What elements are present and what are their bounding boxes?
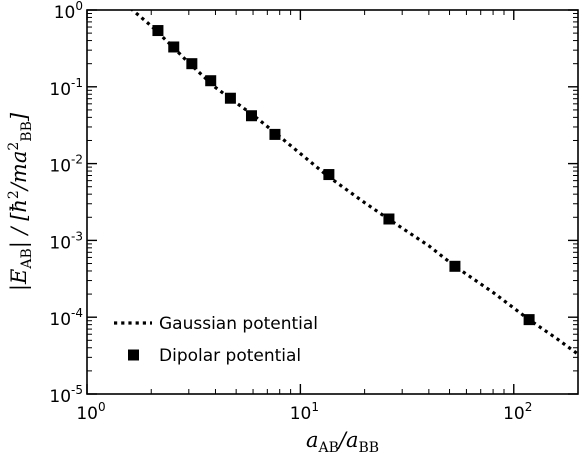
data-point-dipolar (152, 25, 164, 37)
data-point-dipolar (205, 75, 217, 87)
series-line-gaussian (130, 10, 578, 356)
y-tick-label: 10-2 (49, 153, 83, 177)
plot-frame (86, 9, 579, 395)
x-tick-label: 100 (76, 400, 105, 424)
y-axis-label: |EAB| / [ħ2/ma2BB] (6, 112, 35, 291)
x-axis-label: aAB/aBB (306, 428, 379, 455)
legend: Gaussian potential Dipolar potential (114, 314, 318, 366)
data-point-dipolar (269, 128, 281, 140)
series-marks (130, 10, 578, 356)
data-point-dipolar (168, 41, 180, 53)
y-tick-label: 10-3 (49, 229, 83, 253)
axes: 100 101 102 100 10-1 10-2 10-3 10-4 10-5 (49, 0, 579, 424)
y-tick-label: 100 (54, 0, 83, 23)
y-tick-label: 10-4 (49, 306, 83, 330)
legend-label-gaussian: Gaussian potential (159, 314, 318, 334)
data-point-dipolar (224, 92, 236, 104)
axis-labels: aAB/aBB |EAB| / [ħ2/ma2BB] (6, 112, 379, 455)
data-point-dipolar (523, 314, 535, 326)
data-point-dipolar (383, 213, 395, 225)
x-tick-label: 102 (503, 400, 532, 424)
data-point-dipolar (186, 58, 198, 70)
data-point-dipolar (323, 169, 335, 181)
legend-label-dipolar: Dipolar potential (159, 346, 301, 366)
data-point-dipolar (449, 260, 461, 272)
x-tick-label: 101 (290, 400, 319, 424)
legend-swatch-dipolar (128, 349, 139, 361)
data-point-dipolar (245, 110, 257, 122)
y-tick-label: 10-5 (49, 383, 83, 407)
y-tick-label: 10-1 (49, 76, 83, 100)
